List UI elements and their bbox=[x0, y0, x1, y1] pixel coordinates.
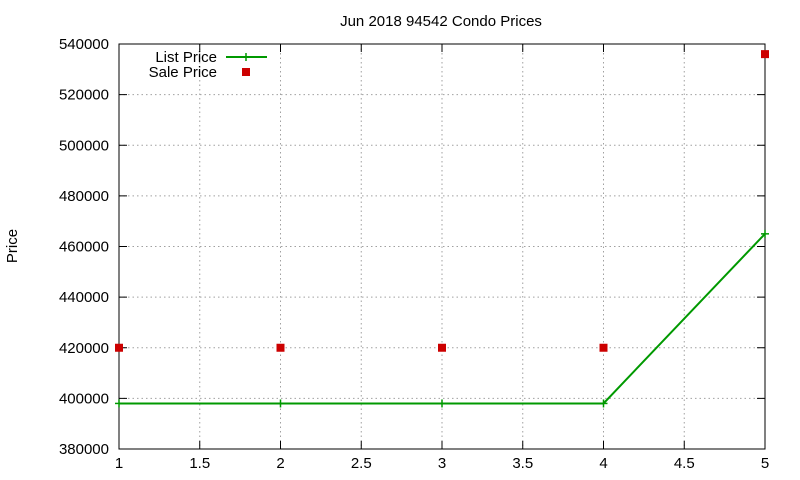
chart-title: Jun 2018 94542 Condo Prices bbox=[340, 13, 542, 30]
legend-label: Sale Price bbox=[149, 64, 217, 81]
y-tick-label: 500000 bbox=[59, 137, 109, 154]
y-axis-label: Price bbox=[4, 229, 21, 263]
y-tick-label: 540000 bbox=[59, 36, 109, 53]
y-tick-label: 480000 bbox=[59, 188, 109, 205]
data-point bbox=[599, 343, 608, 352]
data-point bbox=[115, 399, 123, 408]
series bbox=[115, 50, 769, 408]
y-tick-label: 420000 bbox=[59, 340, 109, 357]
y-tick-label: 400000 bbox=[59, 390, 109, 407]
x-tick-label: 3 bbox=[438, 455, 446, 472]
x-tick-label: 4.5 bbox=[674, 455, 695, 472]
legend-marker bbox=[242, 68, 250, 76]
data-point bbox=[276, 399, 285, 408]
x-tick-label: 1 bbox=[115, 455, 123, 472]
legend-item: Sale Price bbox=[149, 64, 250, 81]
series-list-price bbox=[115, 229, 769, 408]
y-tick-label: 460000 bbox=[59, 239, 109, 256]
x-tick-label: 2 bbox=[276, 455, 284, 472]
y-tick-label: 440000 bbox=[59, 289, 109, 306]
series-sale-price bbox=[115, 50, 769, 352]
data-point bbox=[438, 399, 446, 408]
x-tick-label: 4 bbox=[599, 455, 607, 472]
legend-item: List Price bbox=[155, 49, 267, 66]
data-point bbox=[115, 343, 123, 352]
legend-label: List Price bbox=[155, 49, 217, 66]
grid bbox=[119, 44, 765, 449]
x-tick-label: 2.5 bbox=[351, 455, 372, 472]
data-point bbox=[761, 50, 769, 59]
y-tick-label: 520000 bbox=[59, 87, 109, 104]
data-point bbox=[599, 399, 608, 408]
data-point bbox=[276, 343, 285, 352]
y-tick-label: 380000 bbox=[59, 441, 109, 458]
axes: 1 1.5 2 2.5 3 3.5 4 4.5 5 380000 400000 420000 44000… bbox=[59, 36, 769, 472]
x-tick-label: 5 bbox=[761, 455, 769, 472]
data-point bbox=[438, 343, 446, 352]
x-tick-label: 1.5 bbox=[189, 455, 210, 472]
data-point bbox=[761, 229, 769, 238]
x-tick-label: 3.5 bbox=[512, 455, 533, 472]
legend-marker bbox=[242, 53, 250, 61]
